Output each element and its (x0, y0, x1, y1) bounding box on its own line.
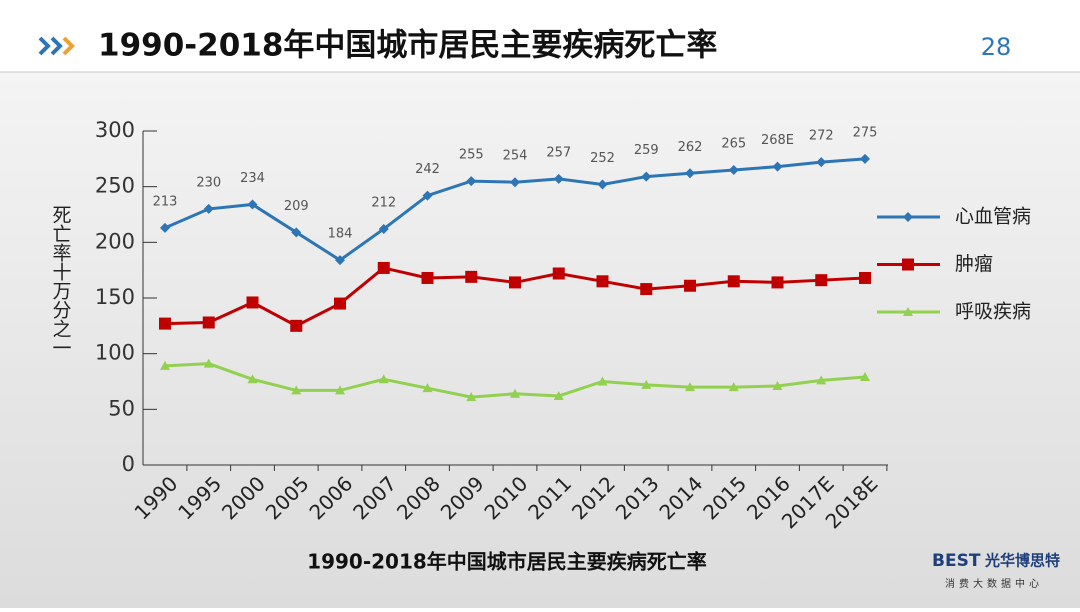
x-axis-title: 1990-2018年中国城市居民主要疾病死亡率 (307, 550, 707, 574)
marker-triangle (641, 379, 652, 389)
chevrons (38, 36, 75, 56)
marker-triangle (685, 382, 695, 392)
y-tick-label: 300 (95, 118, 135, 142)
data-label: 234 (240, 171, 265, 186)
logo: BEST 光华博思特 消费大数据中心 (932, 551, 1060, 590)
y-axis-title: 死亡率十万分之一 (50, 205, 72, 357)
marker-triangle (203, 358, 214, 368)
marker-square (815, 274, 828, 287)
marker-square (421, 271, 434, 284)
data-label: 230 (196, 175, 221, 190)
marker-triangle (816, 375, 827, 385)
marker-diamond (728, 164, 739, 175)
legend-label: 心血管病 (955, 206, 1031, 228)
marker-triangle (378, 374, 389, 384)
marker-triangle (597, 376, 608, 386)
legend-label: 呼吸疾病 (955, 301, 1031, 323)
marker-square (334, 297, 346, 310)
data-label: 272 (809, 129, 834, 144)
marker-triangle (553, 390, 564, 400)
marker-square (859, 271, 871, 284)
marker-square (377, 261, 390, 274)
marker-diamond (335, 255, 345, 266)
header-band (0, 0, 1080, 72)
marker-triangle (247, 374, 258, 384)
marker-triangle (903, 307, 913, 316)
logo-brand: BEST (932, 551, 981, 571)
marker-square (684, 279, 696, 292)
marker-square (465, 270, 478, 283)
marker-square (509, 276, 521, 289)
marker-square (727, 275, 740, 288)
marker-triangle (728, 382, 739, 392)
marker-square (246, 296, 259, 309)
data-label: 255 (459, 148, 484, 163)
slide-title: 1990-2018年中国城市居民主要疾病死亡率 (98, 28, 717, 64)
marker-square (596, 275, 609, 288)
data-label: 212 (371, 195, 396, 210)
y-tick-label: 150 (95, 285, 135, 309)
data-label: 252 (590, 151, 615, 166)
marker-diamond (291, 227, 302, 238)
marker-square (290, 319, 303, 332)
marker-diamond (422, 190, 433, 201)
data-label: 213 (153, 194, 178, 209)
marker-triangle (291, 385, 302, 395)
marker-triangle (510, 388, 520, 398)
marker-triangle (860, 372, 870, 382)
series: 213 230 234 209 184 212 242 255 254 257 252 259 262 2… (153, 125, 1031, 266)
data-label: 262 (678, 140, 703, 155)
marker-diamond (553, 173, 564, 184)
marker-diamond (772, 161, 783, 172)
logo-name: 光华博思特 (984, 552, 1060, 570)
marker-diamond (903, 212, 913, 222)
marker-square (902, 258, 914, 271)
marker-diamond (203, 203, 214, 214)
marker-triangle (160, 360, 170, 370)
marker-diamond (247, 199, 258, 210)
series: 呼吸疾病 (160, 301, 1031, 402)
marker-square (771, 276, 784, 289)
data-label: 254 (503, 149, 528, 164)
y-tick-label: 50 (108, 396, 135, 420)
marker-triangle (772, 380, 783, 390)
page-number: 28 (981, 33, 1012, 61)
y-tick-label: 0 (122, 452, 135, 476)
marker-diamond (160, 222, 170, 233)
marker-square (552, 267, 565, 280)
marker-diamond (378, 223, 389, 234)
data-label: 209 (284, 199, 309, 214)
data-label: 275 (853, 125, 878, 140)
marker-triangle (335, 385, 345, 395)
marker-triangle (466, 392, 477, 402)
marker-square (640, 283, 653, 296)
data-label: 242 (415, 162, 440, 177)
marker-diamond (860, 153, 870, 164)
marker-square (159, 317, 171, 330)
marker-diamond (510, 177, 520, 188)
y-tick-label: 250 (95, 174, 135, 198)
series: 肿瘤 (159, 253, 993, 332)
marker-diamond (641, 171, 652, 182)
marker-diamond (466, 176, 477, 187)
logo-tagline: 消费大数据中心 (945, 577, 1043, 590)
marker-triangle (422, 383, 433, 393)
y-tick-label: 100 (95, 341, 135, 365)
data-label: 265 (721, 136, 746, 151)
marker-square (202, 316, 215, 329)
marker-diamond (685, 168, 695, 179)
data-label: 257 (546, 145, 571, 160)
marker-diamond (597, 179, 608, 190)
legend-label: 肿瘤 (955, 253, 993, 275)
y-tick-label: 200 (95, 229, 135, 253)
data-label: 259 (634, 143, 659, 158)
data-label: 184 (328, 227, 353, 242)
data-label: 268E (761, 133, 794, 148)
marker-diamond (816, 157, 827, 168)
